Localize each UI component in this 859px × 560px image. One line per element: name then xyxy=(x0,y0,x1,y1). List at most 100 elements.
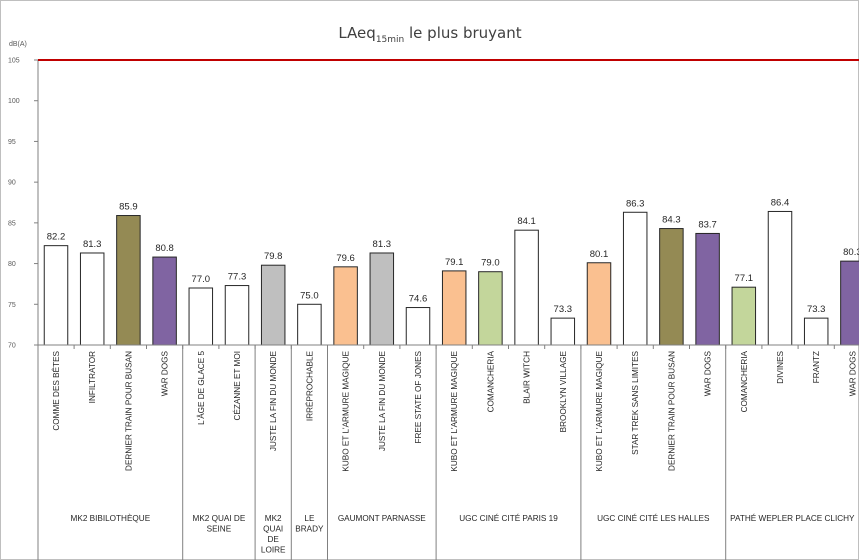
chart-title-rest: le plus bruyant xyxy=(404,24,521,42)
category-label: FREE STATE OF JONES xyxy=(414,350,423,443)
data-label: 84.3 xyxy=(662,215,681,226)
bar xyxy=(369,252,395,346)
y-tick-label: 75 xyxy=(8,302,16,309)
category-label: KUBO ET L'ARMURE MAGIQUE xyxy=(342,350,351,471)
group-label-line: MK2 QUAI DE xyxy=(193,514,246,523)
category-label: L'ÂGE DE GLACE 5 xyxy=(196,351,206,425)
category-label: INFILTRATOR xyxy=(88,351,97,403)
y-tick-label: 80 xyxy=(8,261,16,268)
group-label: MK2 QUAI DE LOIRE xyxy=(261,514,286,555)
group-label: UGC CINÉ CITÉ LES HALLES xyxy=(597,513,710,523)
data-label: 80.1 xyxy=(590,249,609,260)
y-tick-label: 90 xyxy=(8,180,16,187)
category-label: WAR DOGS xyxy=(161,350,170,396)
bar xyxy=(731,286,757,346)
category-label: JUSTE LA FIN DU MONDE xyxy=(269,350,278,451)
data-label: 73.3 xyxy=(807,304,826,315)
group-label-line: GAUMONT PARNASSE xyxy=(338,514,426,523)
y-axis: 70 75 80 85 90 95 100 105 xyxy=(8,58,39,350)
category-label: WAR DOGS xyxy=(704,350,713,396)
data-label: 81.3 xyxy=(373,239,392,250)
category-label: IRRÉPROCHABLE xyxy=(304,350,314,421)
group-label-line: PATHÉ WEPLER PLACE CLICHY xyxy=(730,513,855,523)
y-tick-label: 70 xyxy=(8,343,16,350)
bar xyxy=(514,229,539,346)
group-label: GAUMONT PARNASSE xyxy=(338,514,426,523)
data-label: 77.0 xyxy=(192,274,211,285)
category-label: WAR DOGS xyxy=(848,350,857,396)
bar xyxy=(43,245,69,346)
x-axis: COMME DES BÊTES INFILTRATOR DERNIER TRAIN … xyxy=(37,344,859,560)
data-label: 86.3 xyxy=(626,198,645,209)
bar xyxy=(224,285,250,346)
data-label: 79.0 xyxy=(481,258,500,269)
category-label: DERNIER TRAIN POUR BUSAN xyxy=(124,351,133,471)
chart-title-main: LAeq xyxy=(338,24,375,42)
data-label: 79.8 xyxy=(264,251,283,262)
category-label: DERNIER TRAIN POUR BUSAN xyxy=(667,351,676,471)
category-label: CÉZANNE ET MOI xyxy=(232,351,242,420)
data-label: 75.0 xyxy=(300,290,319,301)
group-label: MK2 QUAI DE SEINE xyxy=(193,514,246,534)
bar xyxy=(297,303,322,346)
category-label: JUSTE LA FIN DU MONDE xyxy=(378,350,387,451)
data-label: 80.3 xyxy=(843,247,859,258)
group-label-line: LE xyxy=(304,514,315,523)
category-label: BLAIR WITCH xyxy=(523,351,532,404)
y-axis-label: dB(A) xyxy=(9,41,27,48)
bar xyxy=(803,317,829,346)
bar xyxy=(840,260,859,346)
bar xyxy=(405,307,431,346)
category-label: KUBO ET L'ARMURE MAGIQUE xyxy=(450,350,459,471)
bar xyxy=(586,262,612,346)
bar xyxy=(441,270,467,346)
category-label: FRANTZ xyxy=(812,351,821,383)
bar xyxy=(767,210,793,346)
bar xyxy=(152,256,177,346)
data-label: 74.6 xyxy=(409,294,428,305)
group-label-line: DE xyxy=(268,535,280,544)
bar xyxy=(478,271,503,346)
group-label: MK2 BIBILOTHÈQUE xyxy=(71,513,151,523)
category-label: BROOKLYN VILLAGE xyxy=(559,350,568,432)
y-tick-label: 105 xyxy=(8,58,20,65)
bar xyxy=(188,287,214,346)
bar xyxy=(333,266,358,346)
data-labels-group: 82.2 81.3 85.9 80.8 77.0 77.3 79.8 75.0 79.6 81.3… xyxy=(47,197,859,315)
group-label-line: QUAI xyxy=(263,525,283,534)
group-label-line: MK2 xyxy=(265,514,282,523)
data-label: 83.7 xyxy=(698,219,717,230)
data-label: 86.4 xyxy=(771,197,790,208)
group-label: LE BRADY xyxy=(295,514,324,534)
bar xyxy=(695,232,720,346)
data-label: 80.8 xyxy=(155,243,174,254)
data-label: 84.1 xyxy=(517,216,536,227)
category-label: STAR TREK SANS LIMITES xyxy=(631,350,640,454)
bar xyxy=(116,215,141,346)
group-label-line: UGC CINÉ CITÉ PARIS 19 xyxy=(459,513,558,523)
y-tick-label: 85 xyxy=(8,220,16,227)
group-label-line: MK2 BIBILOTHÈQUE xyxy=(71,513,151,523)
category-label: DIVINES xyxy=(776,350,785,383)
group-label-line: BRADY xyxy=(295,525,324,534)
data-label: 77.3 xyxy=(228,272,247,283)
group-label-line: SEINE xyxy=(207,525,232,534)
data-label: 81.3 xyxy=(83,239,102,250)
group-label-line: UGC CINÉ CITÉ LES HALLES xyxy=(597,513,710,523)
category-label: COMME DES BÊTES xyxy=(51,350,61,430)
group-label: UGC CINÉ CITÉ PARIS 19 xyxy=(459,513,558,523)
bar xyxy=(79,252,105,346)
y-tick-label: 100 xyxy=(8,98,20,105)
bar xyxy=(550,317,576,346)
data-label: 73.3 xyxy=(554,304,573,315)
data-label: 85.9 xyxy=(119,202,138,213)
group-label-line: LOIRE xyxy=(261,546,286,555)
bar xyxy=(260,264,286,346)
data-label: 79.6 xyxy=(336,253,355,264)
group-label: PATHÉ WEPLER PLACE CLICHY xyxy=(730,513,855,523)
data-label: 77.1 xyxy=(735,273,754,284)
y-tick-label: 95 xyxy=(8,139,16,146)
category-label: COMANCHERIA xyxy=(486,350,495,412)
chart-title: LAeq15min le plus bruyant xyxy=(338,24,521,45)
